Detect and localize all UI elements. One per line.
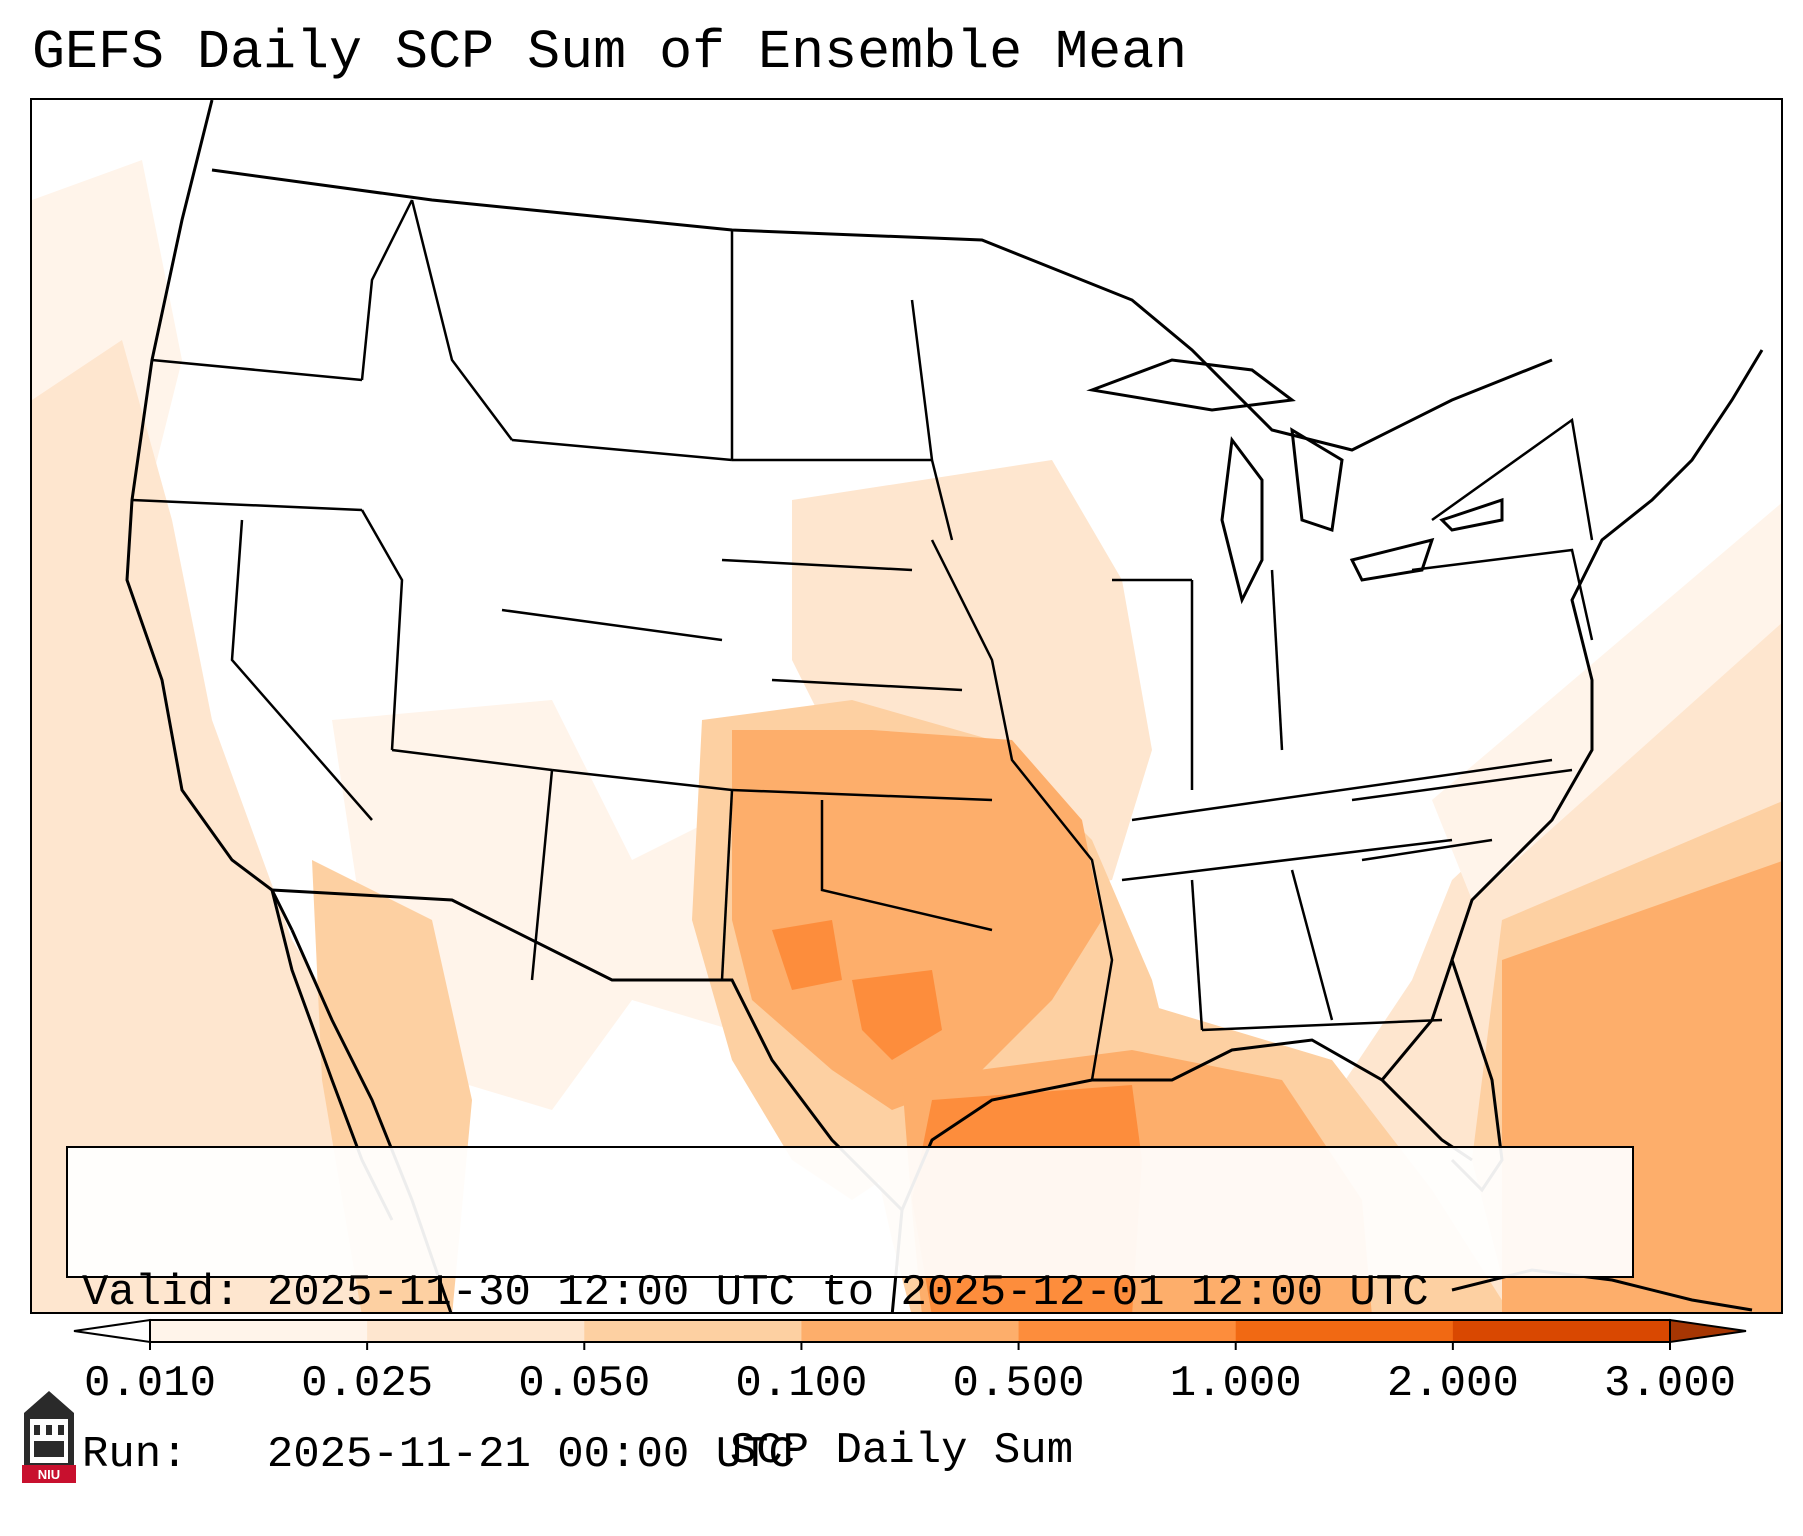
lake-michigan	[1220, 436, 1264, 605]
gulf-coast	[900, 1038, 1473, 1211]
chart-title: GEFS Daily SCP Sum of Ensemble Mean	[32, 21, 1188, 84]
state-line-ok-tx	[820, 800, 993, 932]
state-line-az-nm	[530, 769, 554, 981]
colorbar-label: SCP Daily Sum	[729, 1426, 1074, 1476]
map-svg	[32, 100, 1781, 1312]
lake-huron	[1290, 427, 1344, 532]
state-line-ga-fl	[1201, 1018, 1443, 1032]
valid-run-info-box: Valid: 2025-11-30 12:00 UTC to 2025-12-0…	[66, 1146, 1634, 1480]
state-line-va-nc	[1351, 768, 1573, 802]
fill-atlantic-lighter	[1432, 503, 1781, 900]
lake-superior	[1086, 358, 1296, 412]
state-line-wa-or	[151, 358, 363, 382]
state-line-ms-al	[1190, 879, 1204, 1031]
east-coast	[1450, 349, 1764, 961]
state-line-nc-sc	[1361, 838, 1493, 862]
state-line-mn	[910, 299, 954, 541]
colorbar-tick-label: 1.000	[1169, 1359, 1302, 1409]
colorbar-tick-label: 0.010	[83, 1359, 217, 1409]
state-line-pa	[1411, 548, 1594, 641]
state-line-tn-south	[1121, 838, 1453, 882]
niu-logo-icon: NIU	[22, 1391, 76, 1483]
state-line-sd-ne	[721, 558, 913, 572]
colorbar	[73, 1318, 1747, 1350]
fill-texas-max	[772, 920, 842, 990]
scp-fill-layer	[32, 160, 1781, 1312]
valid-time-text: Valid: 2025-11-30 12:00 UTC to 2025-12-0…	[82, 1268, 1429, 1318]
state-line-ky-tn	[1131, 758, 1553, 822]
state-line-ny	[1431, 417, 1594, 541]
colorbar-tick-label: 0.025	[301, 1359, 434, 1409]
state-line-al-ga	[1290, 869, 1334, 1021]
colorbar-over-triangle	[1669, 1318, 1747, 1344]
state-line-ne-ks	[771, 678, 963, 692]
fill-central-texas-max	[852, 970, 942, 1060]
colorbar-tick-label: 3.000	[1603, 1359, 1737, 1409]
colorbar-segment	[801, 1320, 1020, 1342]
state-line-ks-ok	[731, 788, 993, 802]
colorbar-outline	[149, 1319, 1671, 1343]
us-mexico-border	[271, 888, 904, 1212]
state-line-mt-wy	[511, 438, 733, 462]
colorbar-segment	[1235, 1320, 1454, 1342]
state-line-idaho	[360, 199, 414, 381]
colorbar-segment	[1018, 1320, 1237, 1342]
fill-texas	[732, 730, 1102, 1110]
lake-ontario	[1439, 497, 1504, 532]
state-line-ut-az	[391, 748, 553, 772]
run-time-text: Run: 2025-11-21 00:00 UTC	[82, 1430, 795, 1480]
colorbar-tick-label: 0.500	[952, 1359, 1085, 1409]
colorbar-tick-label: 2.000	[1386, 1359, 1519, 1409]
logo-text: NIU	[38, 1467, 60, 1482]
state-line-mississippi	[930, 539, 1114, 1081]
state-line-nm-tx	[720, 789, 734, 981]
west-coast-line	[125, 100, 294, 931]
lake-erie	[1349, 537, 1435, 582]
colorbar-segment	[367, 1320, 585, 1342]
state-line-ca-nv	[230, 519, 373, 821]
colorbar-segment	[150, 1320, 368, 1342]
state-line-co-nm	[551, 768, 733, 792]
colorbar-under-triangle	[73, 1318, 151, 1344]
colorbar-segment	[1452, 1320, 1671, 1342]
state-line-or-ca	[131, 498, 363, 512]
state-line-in-oh	[1270, 569, 1284, 751]
us-canada-border	[211, 168, 1553, 452]
state-borders	[131, 199, 1594, 1081]
map-panel	[30, 98, 1783, 1314]
colorbar-segment	[584, 1320, 802, 1342]
colorbar-tick-label: 0.100	[735, 1359, 868, 1409]
colorbar-tick-label: 0.050	[518, 1359, 651, 1409]
state-line-id-mt	[410, 199, 513, 441]
state-line-nv-ut	[360, 509, 404, 751]
state-line-wy-co	[501, 608, 723, 642]
